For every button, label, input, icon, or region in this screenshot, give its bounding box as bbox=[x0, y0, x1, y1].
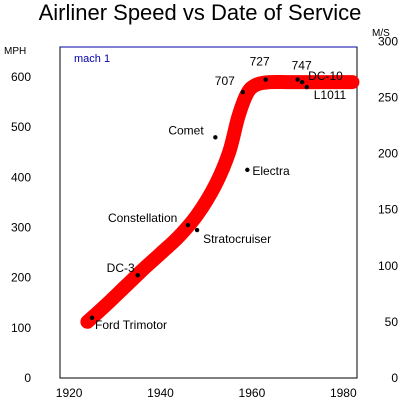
data-point-dc-3 bbox=[135, 272, 140, 278]
data-point-727 bbox=[263, 77, 268, 82]
y-tick-label-right: 0 bbox=[391, 371, 398, 385]
y-tick-label-right: 150 bbox=[378, 203, 398, 217]
data-label-727: 727 bbox=[250, 55, 270, 69]
mach-1-label: mach 1 bbox=[74, 53, 110, 65]
y-tick-label-left: 400 bbox=[11, 170, 31, 184]
data-point-ford-trimotor bbox=[89, 315, 95, 321]
data-label-stratocruiser: Stratocruiser bbox=[203, 232, 271, 246]
data-point-l1011 bbox=[304, 84, 309, 90]
x-tick-label: 1940 bbox=[147, 386, 174, 400]
data-label-ford-trimotor: Ford Trimotor bbox=[95, 318, 167, 332]
data-label-constellation: Constellation bbox=[108, 211, 177, 225]
data-points-layer: Ford Trimotor DC-3 Constellation Stratocrui… bbox=[89, 55, 347, 332]
data-label-707: 707 bbox=[215, 74, 235, 88]
data-label-electra: Electra bbox=[252, 164, 290, 178]
data-point-747 bbox=[295, 77, 300, 82]
y-tick-label-right: 50 bbox=[385, 315, 399, 329]
x-tick-label: 1960 bbox=[239, 386, 266, 400]
data-point-707 bbox=[240, 89, 245, 95]
data-point-constellation bbox=[185, 222, 191, 228]
trend-curve-layer bbox=[80, 74, 360, 329]
y-tick-label-left: 100 bbox=[11, 321, 31, 335]
data-point-stratocruiser bbox=[194, 227, 200, 233]
trend-curve bbox=[80, 74, 360, 329]
left-axis-unit: MPH bbox=[4, 46, 26, 57]
y-tick-label-left: 300 bbox=[11, 221, 31, 235]
data-label-747: 747 bbox=[292, 59, 312, 73]
data-point-dc-10 bbox=[299, 79, 305, 85]
y-tick-label-right: 250 bbox=[378, 90, 398, 104]
tick-labels-layer: 1920 1940 1960 1980 0 100 200 300 400 500 600 0 50 10… bbox=[11, 34, 398, 400]
y-tick-label-left: 0 bbox=[24, 371, 31, 385]
right-axis-unit: M/S bbox=[372, 28, 390, 39]
data-label-l1011: L1011 bbox=[314, 88, 347, 102]
data-label-comet: Comet bbox=[168, 123, 204, 137]
x-tick-label: 1980 bbox=[330, 386, 357, 400]
y-tick-label-left: 600 bbox=[11, 70, 31, 84]
data-point-electra bbox=[245, 167, 250, 173]
reference-line-layer: mach 1 bbox=[60, 46, 357, 65]
y-tick-label-right: 200 bbox=[378, 147, 398, 161]
y-tick-label-right: 100 bbox=[378, 259, 398, 273]
chart-title: Airliner Speed vs Date of Service bbox=[39, 0, 362, 25]
data-label-dc-10: DC-10 bbox=[308, 69, 343, 83]
y-tick-label-left: 500 bbox=[11, 120, 31, 134]
y-tick-label-left: 200 bbox=[11, 271, 31, 285]
data-point-comet bbox=[213, 135, 218, 140]
x-tick-label: 1920 bbox=[56, 386, 83, 400]
data-label-dc-3: DC-3 bbox=[107, 261, 135, 275]
y-tick-label-right: 300 bbox=[378, 34, 398, 48]
